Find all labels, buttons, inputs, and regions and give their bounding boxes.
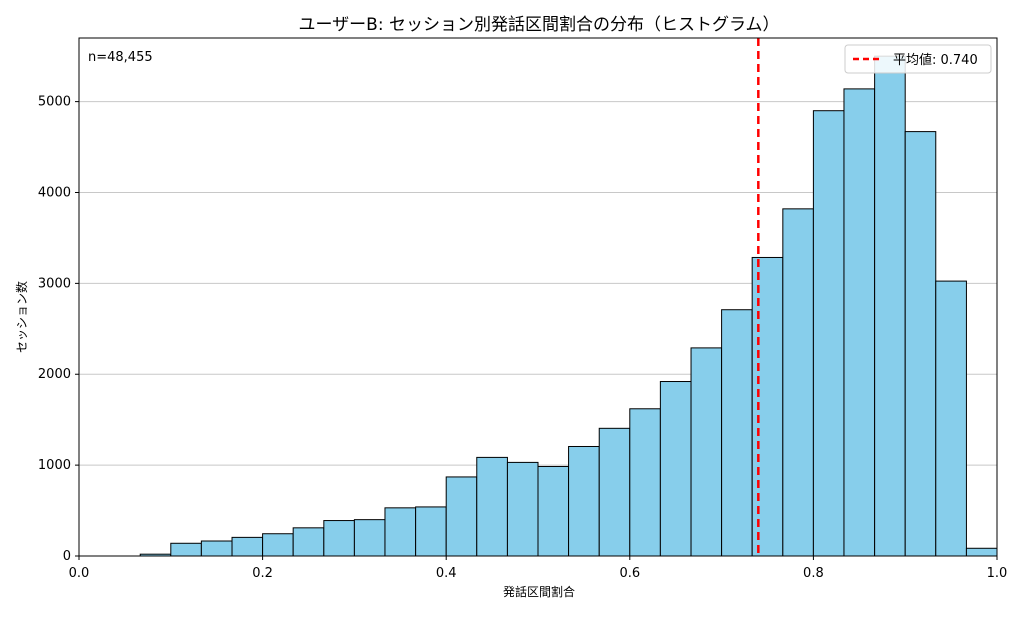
- histogram-bar: [231, 536, 264, 557]
- legend-mean-label: 平均値: 0.740: [893, 52, 978, 68]
- histogram-bar: [323, 520, 355, 557]
- x-tick-label: 0.8: [803, 566, 824, 581]
- y-tick-label: 2000: [38, 367, 71, 382]
- legend: 平均値: 0.740: [844, 44, 992, 74]
- histogram-bar: [843, 88, 876, 557]
- histogram-bar: [476, 456, 508, 557]
- histogram-bar: [292, 527, 325, 557]
- histogram-bar: [384, 507, 417, 557]
- histogram-bar: [506, 461, 539, 557]
- histogram-bar: [353, 519, 386, 557]
- histogram-bar: [935, 280, 967, 557]
- histogram-bar: [262, 533, 294, 557]
- x-tick-label: 0.4: [436, 566, 457, 581]
- histogram-bar: [598, 427, 631, 557]
- histogram-bar: [170, 542, 202, 557]
- legend-box: [844, 44, 992, 74]
- histogram-bar: [904, 131, 937, 557]
- histogram-bar: [782, 208, 814, 557]
- histogram-bar: [200, 540, 233, 557]
- histogram-bar: [690, 347, 723, 557]
- y-tick-label: 3000: [38, 276, 71, 291]
- histogram-bar: [751, 256, 784, 557]
- y-tick-label: 5000: [38, 95, 71, 110]
- histogram-bar: [568, 445, 600, 557]
- x-axis-label: 発話区間割合: [503, 584, 575, 599]
- x-tick-label: 0.6: [619, 566, 640, 581]
- y-tick-label: 0: [63, 549, 71, 564]
- histogram-bar: [629, 408, 661, 557]
- tick-layer: 0.0 0.2 0.4 0.6 0.8 1.0 0 1000 2000 3000 4000 5000: [38, 95, 1007, 581]
- sample-size-annotation: n=48,455: [88, 50, 153, 65]
- y-axis-label: セッション数: [14, 281, 29, 353]
- chart-title: ユーザーB: セッション別発話区間割合の分布（ヒストグラム）: [299, 15, 780, 35]
- plot-frame: [78, 37, 998, 557]
- bar-layer: [139, 55, 998, 557]
- histogram-bar: [812, 110, 845, 557]
- histogram-bar: [659, 381, 692, 557]
- x-tick-label: 0.2: [252, 566, 273, 581]
- histogram-bar: [874, 55, 906, 557]
- histogram-bar: [415, 506, 447, 557]
- histogram-bar: [721, 309, 753, 557]
- histogram-bar: [537, 465, 570, 557]
- y-tick-label: 4000: [38, 185, 71, 200]
- y-tick-label: 1000: [38, 458, 71, 473]
- x-tick-label: 0.0: [69, 566, 90, 581]
- x-tick-label: 1.0: [987, 566, 1008, 581]
- histogram-bar: [965, 547, 998, 557]
- histogram-bar: [445, 476, 478, 557]
